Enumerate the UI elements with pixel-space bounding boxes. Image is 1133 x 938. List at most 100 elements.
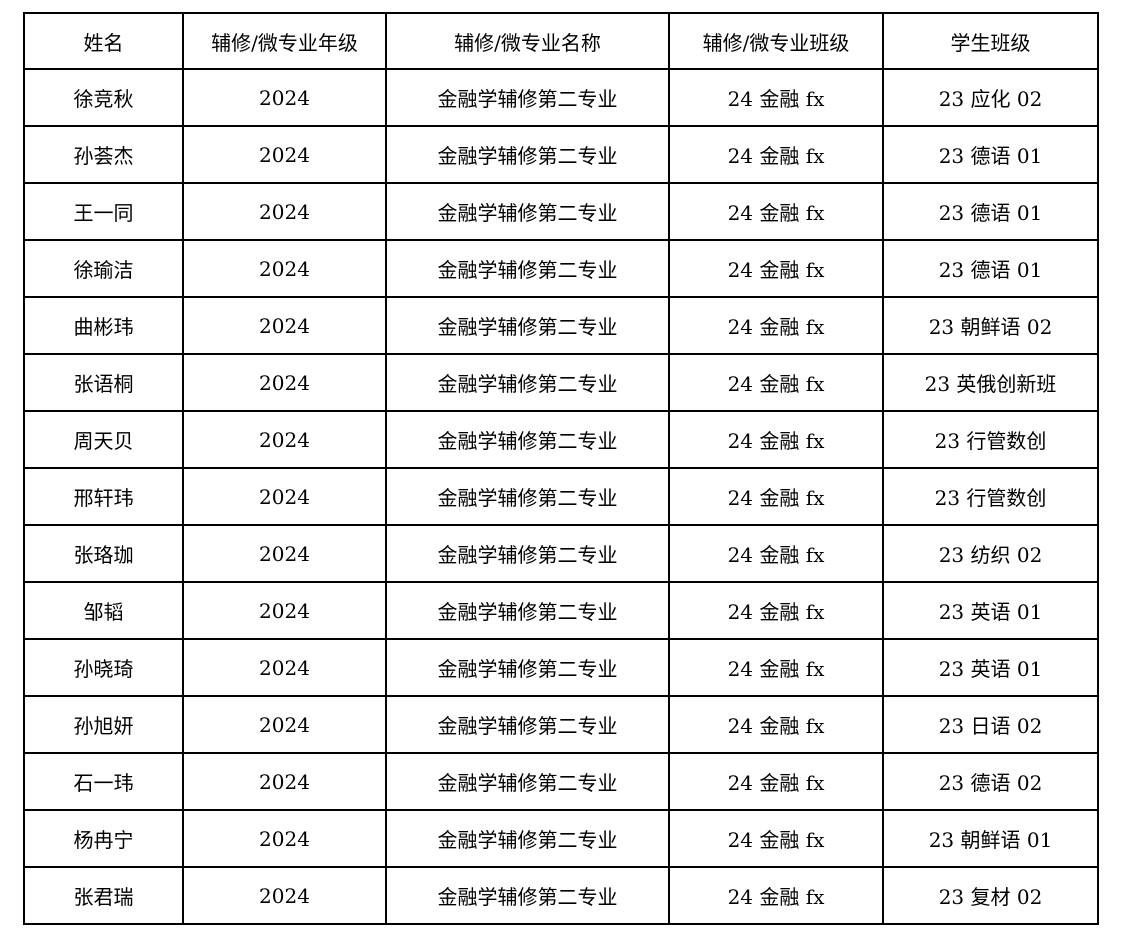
cell-program: 金融学辅修第二专业 [385,695,670,754]
cell-student-class: 23 朝鲜语 01 [882,809,1099,868]
minor-program-roster: 姓名 辅修/微专业年级 辅修/微专业名称 辅修/微专业班级 学生班级 徐竞秋 2… [23,12,1099,925]
cell-grade: 2024 [182,68,387,127]
cell-student-class: 23 行管数创 [882,467,1099,526]
cell-minor-class: 24 金融 fx [668,467,884,526]
cell-student-class: 23 纺织 02 [882,524,1099,583]
table-row: 张语桐 2024 金融学辅修第二专业 24 金融 fx 23 英俄创新班 [23,353,1099,412]
table-row: 孙晓琦 2024 金融学辅修第二专业 24 金融 fx 23 英语 01 [23,638,1099,697]
cell-program: 金融学辅修第二专业 [385,410,670,469]
cell-student-class: 23 日语 02 [882,695,1099,754]
cell-grade: 2024 [182,524,387,583]
cell-grade: 2024 [182,296,387,355]
cell-student-class: 23 行管数创 [882,410,1099,469]
cell-program: 金融学辅修第二专业 [385,809,670,868]
header-cell-name: 姓名 [23,12,184,70]
cell-name: 张语桐 [23,353,184,412]
cell-student-class: 23 德语 02 [882,752,1099,811]
table-row: 杨冉宁 2024 金融学辅修第二专业 24 金融 fx 23 朝鲜语 01 [23,809,1099,868]
cell-name: 曲彬玮 [23,296,184,355]
table-row: 石一玮 2024 金融学辅修第二专业 24 金融 fx 23 德语 02 [23,752,1099,811]
cell-student-class: 23 德语 01 [882,239,1099,298]
table-row: 徐竞秋 2024 金融学辅修第二专业 24 金融 fx 23 应化 02 [23,68,1099,127]
cell-student-class: 23 应化 02 [882,68,1099,127]
cell-name: 杨冉宁 [23,809,184,868]
cell-program: 金融学辅修第二专业 [385,638,670,697]
cell-program: 金融学辅修第二专业 [385,296,670,355]
cell-student-class: 23 朝鲜语 02 [882,296,1099,355]
cell-minor-class: 24 金融 fx [668,68,884,127]
cell-minor-class: 24 金融 fx [668,182,884,241]
cell-grade: 2024 [182,353,387,412]
cell-grade: 2024 [182,809,387,868]
cell-grade: 2024 [182,752,387,811]
header-cell-student-class: 学生班级 [882,12,1099,70]
cell-grade: 2024 [182,467,387,526]
cell-name: 孙晓琦 [23,638,184,697]
cell-student-class: 23 英语 01 [882,581,1099,640]
cell-name: 孙旭妍 [23,695,184,754]
header-cell-grade: 辅修/微专业年级 [182,12,387,70]
cell-student-class: 23 英俄创新班 [882,353,1099,412]
cell-program: 金融学辅修第二专业 [385,239,670,298]
table-row: 邹韬 2024 金融学辅修第二专业 24 金融 fx 23 英语 01 [23,581,1099,640]
cell-name: 孙荟杰 [23,125,184,184]
cell-grade: 2024 [182,866,387,925]
cell-minor-class: 24 金融 fx [668,638,884,697]
cell-program: 金融学辅修第二专业 [385,182,670,241]
table-row: 周天贝 2024 金融学辅修第二专业 24 金融 fx 23 行管数创 [23,410,1099,469]
minor-program-table: 姓名 辅修/微专业年级 辅修/微专业名称 辅修/微专业班级 学生班级 徐竞秋 2… [23,12,1099,925]
cell-name: 邢轩玮 [23,467,184,526]
cell-minor-class: 24 金融 fx [668,239,884,298]
table-row: 孙荟杰 2024 金融学辅修第二专业 24 金融 fx 23 德语 01 [23,125,1099,184]
cell-name: 张珞珈 [23,524,184,583]
cell-student-class: 23 英语 01 [882,638,1099,697]
cell-minor-class: 24 金融 fx [668,353,884,412]
table-row: 王一同 2024 金融学辅修第二专业 24 金融 fx 23 德语 01 [23,182,1099,241]
cell-minor-class: 24 金融 fx [668,410,884,469]
cell-minor-class: 24 金融 fx [668,695,884,754]
cell-name: 石一玮 [23,752,184,811]
cell-grade: 2024 [182,410,387,469]
table-row: 张珞珈 2024 金融学辅修第二专业 24 金融 fx 23 纺织 02 [23,524,1099,583]
cell-minor-class: 24 金融 fx [668,125,884,184]
cell-grade: 2024 [182,638,387,697]
cell-minor-class: 24 金融 fx [668,524,884,583]
cell-student-class: 23 复材 02 [882,866,1099,925]
table-row: 孙旭妍 2024 金融学辅修第二专业 24 金融 fx 23 日语 02 [23,695,1099,754]
cell-student-class: 23 德语 01 [882,125,1099,184]
table-header: 姓名 辅修/微专业年级 辅修/微专业名称 辅修/微专业班级 学生班级 [23,12,1099,70]
cell-grade: 2024 [182,182,387,241]
cell-grade: 2024 [182,239,387,298]
cell-program: 金融学辅修第二专业 [385,524,670,583]
cell-program: 金融学辅修第二专业 [385,353,670,412]
cell-name: 邹韬 [23,581,184,640]
header-row: 姓名 辅修/微专业年级 辅修/微专业名称 辅修/微专业班级 学生班级 [23,12,1099,70]
cell-name: 周天贝 [23,410,184,469]
cell-program: 金融学辅修第二专业 [385,752,670,811]
table-body: 徐竞秋 2024 金融学辅修第二专业 24 金融 fx 23 应化 02 孙荟杰… [23,68,1099,925]
cell-grade: 2024 [182,581,387,640]
cell-grade: 2024 [182,125,387,184]
cell-program: 金融学辅修第二专业 [385,125,670,184]
cell-program: 金融学辅修第二专业 [385,68,670,127]
cell-minor-class: 24 金融 fx [668,866,884,925]
cell-program: 金融学辅修第二专业 [385,467,670,526]
header-cell-minor-class: 辅修/微专业班级 [668,12,884,70]
cell-minor-class: 24 金融 fx [668,809,884,868]
table-row: 张君瑞 2024 金融学辅修第二专业 24 金融 fx 23 复材 02 [23,866,1099,925]
cell-name: 徐瑜洁 [23,239,184,298]
header-cell-program: 辅修/微专业名称 [385,12,670,70]
table-row: 徐瑜洁 2024 金融学辅修第二专业 24 金融 fx 23 德语 01 [23,239,1099,298]
cell-program: 金融学辅修第二专业 [385,581,670,640]
cell-name: 徐竞秋 [23,68,184,127]
table-row: 邢轩玮 2024 金融学辅修第二专业 24 金融 fx 23 行管数创 [23,467,1099,526]
cell-student-class: 23 德语 01 [882,182,1099,241]
cell-minor-class: 24 金融 fx [668,296,884,355]
cell-grade: 2024 [182,695,387,754]
table-row: 曲彬玮 2024 金融学辅修第二专业 24 金融 fx 23 朝鲜语 02 [23,296,1099,355]
cell-minor-class: 24 金融 fx [668,752,884,811]
cell-name: 张君瑞 [23,866,184,925]
cell-program: 金融学辅修第二专业 [385,866,670,925]
cell-minor-class: 24 金融 fx [668,581,884,640]
cell-name: 王一同 [23,182,184,241]
